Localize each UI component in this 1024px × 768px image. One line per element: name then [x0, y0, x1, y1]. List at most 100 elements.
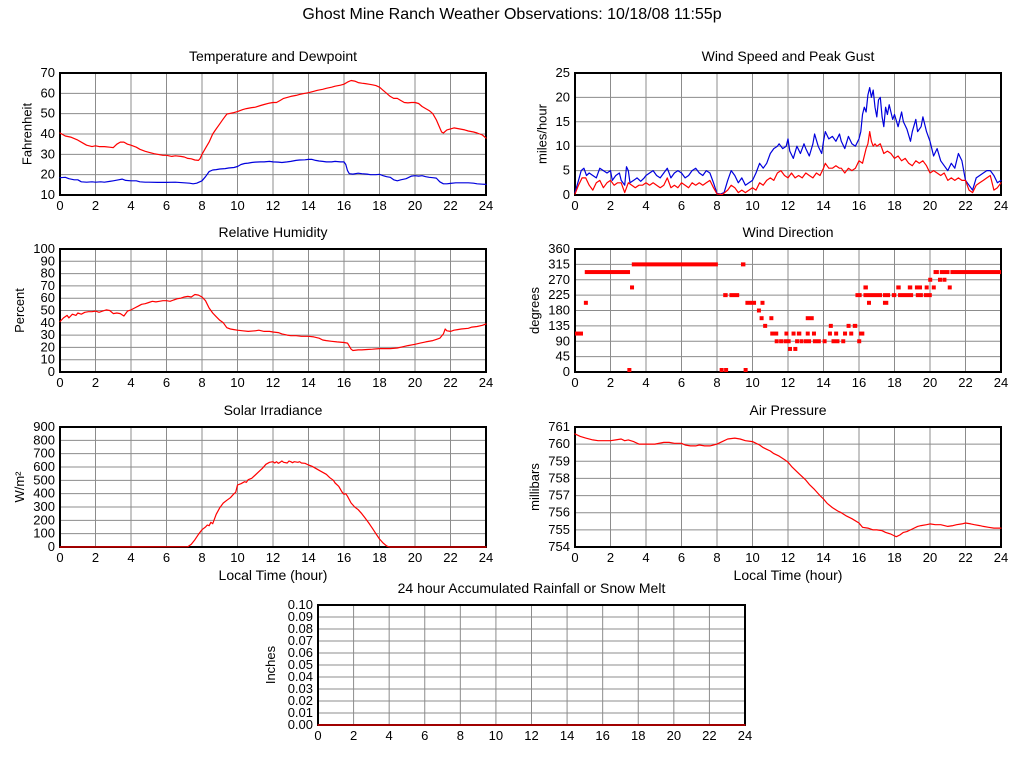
gridlines	[574, 72, 1002, 196]
svg-text:0.08: 0.08	[288, 621, 313, 636]
svg-text:360: 360	[548, 241, 570, 256]
svg-text:10: 10	[745, 550, 759, 565]
series-solar-irradiance	[59, 460, 487, 548]
chart-svg-air-pressure: 0 2 4 6 8 10 12 14 16 18 20 22 247547557567577587597…	[527, 402, 1008, 583]
y-tick-labels: 0.000.010.020.030.040.050.060.070.080.09…	[288, 597, 313, 732]
svg-text:70: 70	[41, 278, 55, 293]
svg-text:0.10: 0.10	[288, 597, 313, 612]
chart-temperature-dewpoint: 0 2 4 6 8 10 12 14 16 18 20 22 24 10 20 30 40 50 60 70 Tempe…	[0, 44, 512, 218]
series-air-pressure	[574, 433, 1002, 538]
x-tick-labels: 0 2 4 6 8 10 12 14 16 18 20 22 24	[56, 550, 493, 565]
svg-text:30: 30	[41, 327, 55, 342]
chart-relative-humidity: 0 2 4 6 8 10 12 14 16 18 20 22 24 0 10 20 30 40 50 60 70 80 90…	[0, 220, 512, 396]
svg-text:100: 100	[33, 526, 55, 541]
series-dewpoint	[59, 158, 487, 185]
svg-text:20: 20	[41, 339, 55, 354]
svg-text:22: 22	[702, 728, 716, 743]
svg-text:0: 0	[571, 375, 578, 390]
svg-text:24: 24	[479, 375, 493, 390]
svg-text:6: 6	[678, 550, 685, 565]
svg-text:4: 4	[386, 728, 393, 743]
chart-solar-irradiance: 0 2 4 6 8 10 12 14 16 18 20 22 24 0 100 200 300 400 500 600…	[0, 398, 512, 586]
svg-text:760: 760	[548, 436, 570, 451]
svg-text:16: 16	[852, 375, 866, 390]
svg-text:300: 300	[33, 499, 55, 514]
svg-text:10: 10	[230, 375, 244, 390]
svg-text:20: 20	[556, 89, 570, 104]
svg-text:20: 20	[923, 375, 937, 390]
svg-text:8: 8	[713, 375, 720, 390]
svg-text:22: 22	[958, 198, 972, 213]
svg-text:16: 16	[852, 550, 866, 565]
svg-text:70: 70	[41, 65, 55, 80]
series-relative-humidity	[59, 293, 487, 352]
y-axis-label: millibars	[527, 463, 542, 511]
y-axis-label: degrees	[527, 287, 542, 334]
svg-text:400: 400	[33, 486, 55, 501]
svg-text:0.09: 0.09	[288, 609, 313, 624]
svg-text:14: 14	[816, 550, 830, 565]
svg-text:20: 20	[408, 375, 422, 390]
svg-text:20: 20	[923, 198, 937, 213]
svg-text:0.06: 0.06	[288, 645, 313, 660]
svg-text:45: 45	[556, 349, 570, 364]
svg-text:12: 12	[266, 198, 280, 213]
svg-text:22: 22	[443, 198, 457, 213]
svg-text:500: 500	[33, 472, 55, 487]
svg-text:24: 24	[738, 728, 752, 743]
x-tick-labels: 0 2 4 6 8 10 12 14 16 18 20 22 24	[571, 375, 1008, 390]
svg-text:8: 8	[198, 550, 205, 565]
svg-text:2: 2	[350, 728, 357, 743]
svg-text:100: 100	[33, 241, 55, 256]
svg-text:4: 4	[642, 198, 649, 213]
svg-text:24: 24	[994, 375, 1008, 390]
plot-frame	[59, 248, 487, 373]
svg-text:0.00: 0.00	[288, 717, 313, 732]
svg-text:8: 8	[198, 375, 205, 390]
y-axis-label: W/m²	[12, 471, 27, 503]
svg-text:0: 0	[563, 364, 570, 379]
svg-text:14: 14	[301, 550, 315, 565]
chart-svg-relative-humidity: 0 2 4 6 8 10 12 14 16 18 20 22 240102030405060708090…	[12, 224, 493, 390]
svg-text:16: 16	[852, 198, 866, 213]
svg-text:14: 14	[560, 728, 574, 743]
svg-text:2: 2	[92, 198, 99, 213]
svg-text:24: 24	[479, 198, 493, 213]
svg-text:12: 12	[781, 550, 795, 565]
svg-text:180: 180	[548, 303, 570, 318]
svg-text:755: 755	[548, 522, 570, 537]
svg-text:18: 18	[372, 375, 386, 390]
svg-text:90: 90	[41, 253, 55, 268]
svg-text:2: 2	[92, 375, 99, 390]
svg-text:14: 14	[301, 375, 315, 390]
svg-text:756: 756	[548, 505, 570, 520]
svg-text:12: 12	[524, 728, 538, 743]
chart-title: Relative Humidity	[219, 224, 328, 240]
gridlines	[59, 72, 487, 196]
chart-air-pressure: 0 2 4 6 8 10 12 14 16 18 20 22 24 754 755 756 757 758 759 7…	[515, 398, 1024, 586]
svg-text:14: 14	[301, 198, 315, 213]
svg-text:4: 4	[127, 550, 134, 565]
svg-text:6: 6	[163, 550, 170, 565]
svg-text:270: 270	[548, 272, 570, 287]
series-peak-gust	[574, 86, 1002, 195]
svg-text:225: 225	[548, 287, 570, 302]
svg-text:0: 0	[314, 728, 321, 743]
chart-svg-solar-irradiance: 0 2 4 6 8 10 12 14 16 18 20 22 240100200300400500600…	[12, 402, 493, 583]
svg-text:22: 22	[443, 550, 457, 565]
y-axis-label: miles/hour	[534, 103, 549, 164]
svg-text:16: 16	[337, 375, 351, 390]
x-axis-label: Local Time (hour)	[734, 567, 843, 583]
chart-title: Air Pressure	[749, 402, 826, 418]
chart-svg-wind-direction: 0 2 4 6 8 10 12 14 16 18 20 22 240459013518022527031…	[527, 224, 1008, 390]
svg-text:754: 754	[548, 539, 570, 554]
svg-text:757: 757	[548, 488, 570, 503]
svg-text:18: 18	[372, 550, 386, 565]
svg-text:5: 5	[563, 163, 570, 178]
svg-text:16: 16	[595, 728, 609, 743]
x-tick-labels: 0 2 4 6 8 10 12 14 16 18 20 22 24	[571, 550, 1008, 565]
svg-text:20: 20	[408, 198, 422, 213]
